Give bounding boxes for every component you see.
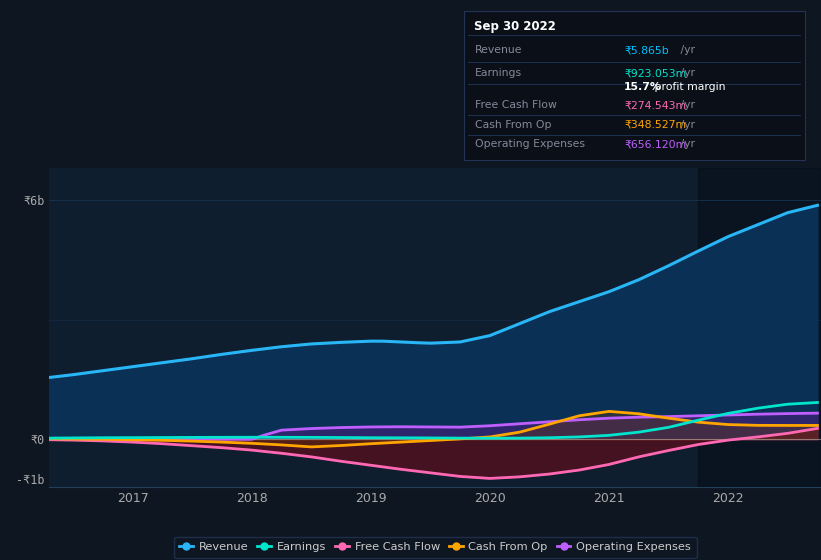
Text: ₹923.053m: ₹923.053m (624, 68, 686, 78)
Text: /yr: /yr (677, 45, 695, 55)
Text: ₹5.865b: ₹5.865b (624, 45, 669, 55)
Text: ₹656.120m: ₹656.120m (624, 139, 686, 150)
Text: Earnings: Earnings (475, 68, 521, 78)
Text: Free Cash Flow: Free Cash Flow (475, 100, 557, 110)
Text: 15.7%: 15.7% (624, 82, 662, 92)
Bar (699, 168, 821, 487)
Text: Revenue: Revenue (475, 45, 522, 55)
Text: Cash From Op: Cash From Op (475, 120, 551, 130)
Text: Operating Expenses: Operating Expenses (475, 139, 585, 150)
Text: /yr: /yr (677, 68, 695, 78)
Text: ₹274.543m: ₹274.543m (624, 100, 686, 110)
Text: /yr: /yr (677, 120, 695, 130)
Legend: Revenue, Earnings, Free Cash Flow, Cash From Op, Operating Expenses: Revenue, Earnings, Free Cash Flow, Cash … (173, 536, 697, 558)
Text: /yr: /yr (677, 100, 695, 110)
Text: Sep 30 2022: Sep 30 2022 (474, 20, 556, 34)
Text: /yr: /yr (677, 139, 695, 150)
Text: ₹348.527m: ₹348.527m (624, 120, 686, 130)
Text: profit margin: profit margin (651, 82, 726, 92)
